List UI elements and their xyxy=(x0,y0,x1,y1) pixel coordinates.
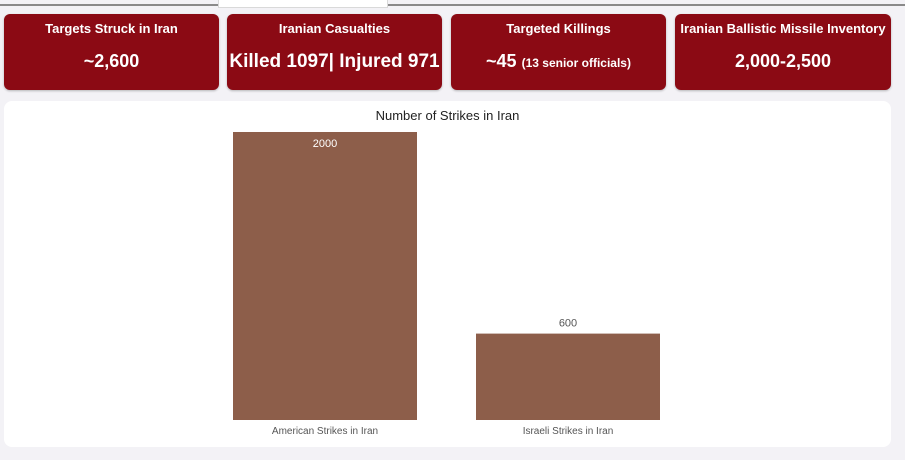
kpi-value: 2,000-2,500 xyxy=(734,51,832,71)
data-label-1: 2000 xyxy=(313,138,337,150)
kpi-title: Iranian Ballistic Missile Inventory xyxy=(680,21,886,36)
kpi-title: Targets Struck in Iran xyxy=(45,21,178,36)
strikes-chart-card: Number of Strikes in Iran 2000 American S… xyxy=(4,101,891,447)
bar-chart: 2000 American Strikes in Iran 600 Israeli S… xyxy=(233,132,660,437)
kpi-title: Iranian Casualties xyxy=(278,21,391,36)
x-tick-label-2: Israeli Strikes in Iran xyxy=(523,426,614,437)
kpi-value: Killed 1097| Injured 971 xyxy=(229,51,440,72)
kpi-subvalue: (13 senior officials) xyxy=(521,56,631,70)
kpi-card-missile-inventory: Iranian Ballistic Missile Inventory 2,00… xyxy=(675,14,891,90)
kpi-value-group: ~45 (13 senior officials) xyxy=(451,51,666,72)
bar-1[interactable] xyxy=(233,132,417,420)
kpi-card-iranian-casualties: Iranian Casualties Killed 1097| Injured … xyxy=(227,14,442,90)
bar-2[interactable] xyxy=(476,333,660,420)
kpi-card-targeted-killings: Targeted Killings ~45 (13 senior officia… xyxy=(451,14,666,90)
kpi-title: Targeted Killings xyxy=(506,21,611,36)
kpi-card-targets-struck: Targets Struck in Iran ~2,600 xyxy=(4,14,219,90)
top-divider xyxy=(0,4,905,6)
x-tick-label-1: American Strikes in Iran xyxy=(272,426,378,437)
top-tab-placeholder xyxy=(218,0,388,8)
kpi-value: ~2,600 xyxy=(83,51,140,71)
data-label-2: 600 xyxy=(559,318,577,330)
kpi-value: ~45 xyxy=(486,51,517,71)
chart-title: Number of Strikes in Iran xyxy=(375,108,520,123)
